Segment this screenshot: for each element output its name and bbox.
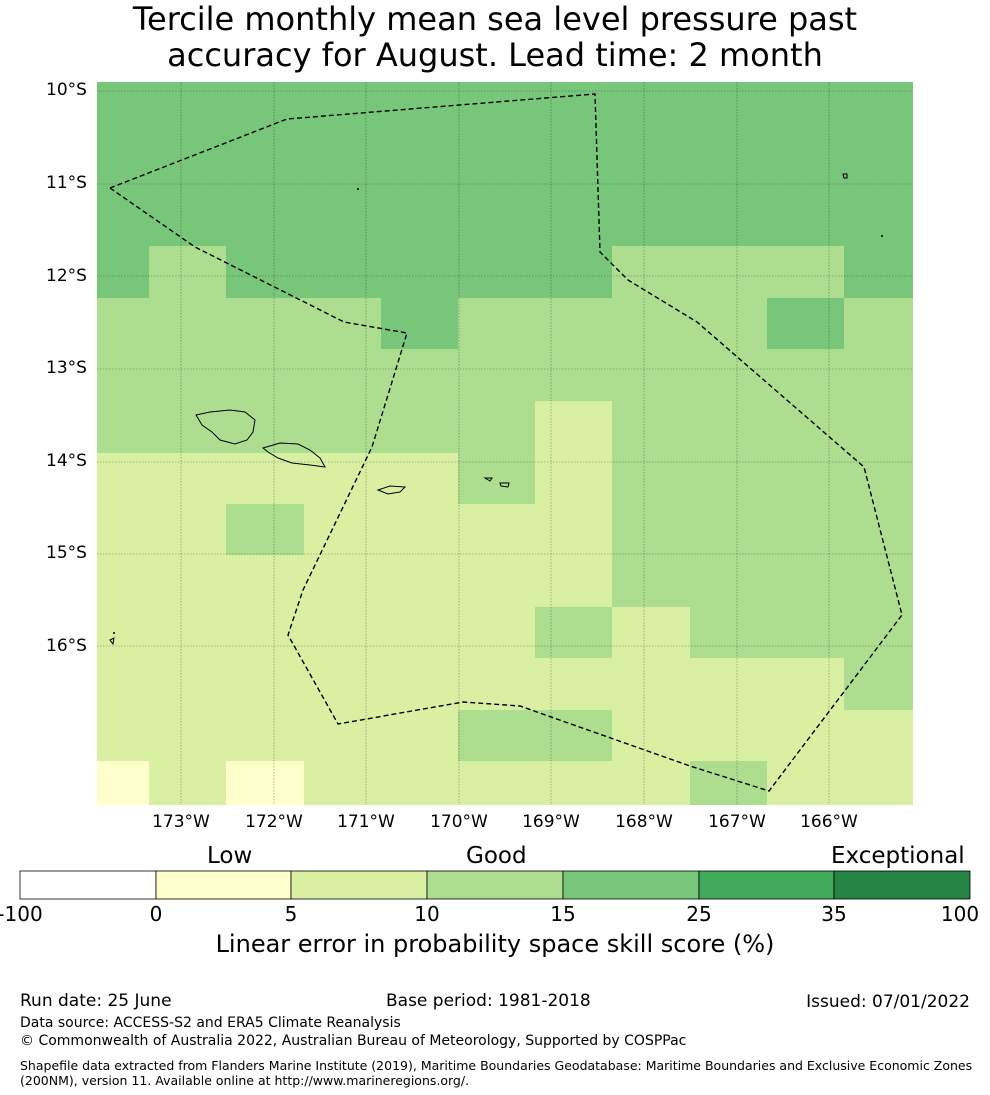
grid-cell <box>767 298 844 349</box>
colorbar <box>19 870 971 900</box>
legend-category-exceptional: Exceptional <box>831 843 965 869</box>
grid-cell <box>535 401 612 453</box>
lat-label: 12°S <box>46 266 87 286</box>
lon-label: 172°W <box>245 812 303 832</box>
grid-cell <box>844 246 913 298</box>
grid-cell <box>149 246 226 298</box>
title-line-1: Tercile monthly mean sea level pressure … <box>132 0 858 38</box>
legend-tick: 100 <box>940 902 980 926</box>
upolu-island <box>261 442 326 468</box>
eez-boundary <box>109 93 903 792</box>
grid-cell <box>458 710 612 761</box>
colorbar-segment <box>290 870 428 900</box>
lat-label: 16°S <box>46 636 87 656</box>
lon-label: 171°W <box>337 812 395 832</box>
legend-tick: -100 <box>0 902 43 926</box>
colorbar-segment <box>698 870 835 900</box>
copyright: © Commonwealth of Australia 2022, Austra… <box>20 1033 687 1049</box>
colorbar-segment <box>19 870 157 900</box>
lon-label: 166°W <box>800 812 858 832</box>
colorbar-segment <box>833 870 971 900</box>
lon-label: 173°W <box>152 812 210 832</box>
shapefile-credit-line-1: Shapefile data extracted from Flanders M… <box>20 1058 973 1073</box>
grid-cell <box>97 246 149 298</box>
grid-cell <box>97 82 913 246</box>
colorbar-segment <box>562 870 700 900</box>
grid-cell <box>535 607 612 658</box>
legend-category-low: Low <box>207 843 253 869</box>
atoll-dot <box>357 188 359 190</box>
base-period: Base period: 1981-2018 <box>386 991 591 1011</box>
legend-tick: 5 <box>284 902 298 926</box>
data-source: Data source: ACCESS-S2 and ERA5 Climate … <box>20 1015 401 1031</box>
legend-tick: 0 <box>149 902 163 926</box>
colorbar-segment <box>155 870 292 900</box>
lon-label: 169°W <box>522 812 580 832</box>
legend-category-good: Good <box>466 843 527 869</box>
legend-tick: 10 <box>414 902 440 926</box>
grid-cell <box>690 761 767 805</box>
lon-label: 168°W <box>615 812 673 832</box>
grid-cell <box>690 607 913 658</box>
legend-tick: 25 <box>686 902 712 926</box>
island-outlines <box>109 173 848 646</box>
legend-tick: 35 <box>821 902 847 926</box>
manua-island-1 <box>483 477 493 482</box>
shapefile-credit-line-2: (200NM), version 11. Available online at… <box>20 1073 470 1088</box>
grid-cell <box>226 246 612 298</box>
skill-grid <box>97 82 913 805</box>
issued-date: Issued: 07/01/2022 <box>806 992 970 1012</box>
lon-label: 167°W <box>708 812 766 832</box>
savaii-island <box>195 409 256 445</box>
manua-island-2 <box>499 482 510 488</box>
lat-label: 10°S <box>46 80 87 100</box>
swains-island <box>842 173 848 179</box>
grid-cell <box>844 658 913 710</box>
lat-label: 14°S <box>46 451 87 471</box>
legend-axis-label: Linear error in probability space skill … <box>215 930 775 958</box>
legend-tick: 15 <box>550 902 576 926</box>
grid-cell <box>458 453 535 504</box>
grid-cell <box>226 504 304 555</box>
grid-cell <box>226 761 304 805</box>
lat-label: 13°S <box>46 358 87 378</box>
grid-cell <box>612 453 913 607</box>
lon-label: 170°W <box>430 812 488 832</box>
grid-cell <box>381 298 458 349</box>
title-line-2: accuracy for August. Lead time: 2 month <box>167 36 823 74</box>
tutuila-island <box>376 485 407 495</box>
lat-label: 15°S <box>46 543 87 563</box>
atoll-dot <box>113 632 115 634</box>
graticule <box>97 82 913 805</box>
atoll-dot <box>881 235 883 237</box>
grid-cell <box>612 246 844 298</box>
run-date: Run date: 25 June <box>20 991 172 1011</box>
lat-label: 11°S <box>46 173 87 193</box>
colorbar-segment <box>426 870 564 900</box>
grid-cell <box>97 761 149 805</box>
small-island-south <box>109 637 115 646</box>
